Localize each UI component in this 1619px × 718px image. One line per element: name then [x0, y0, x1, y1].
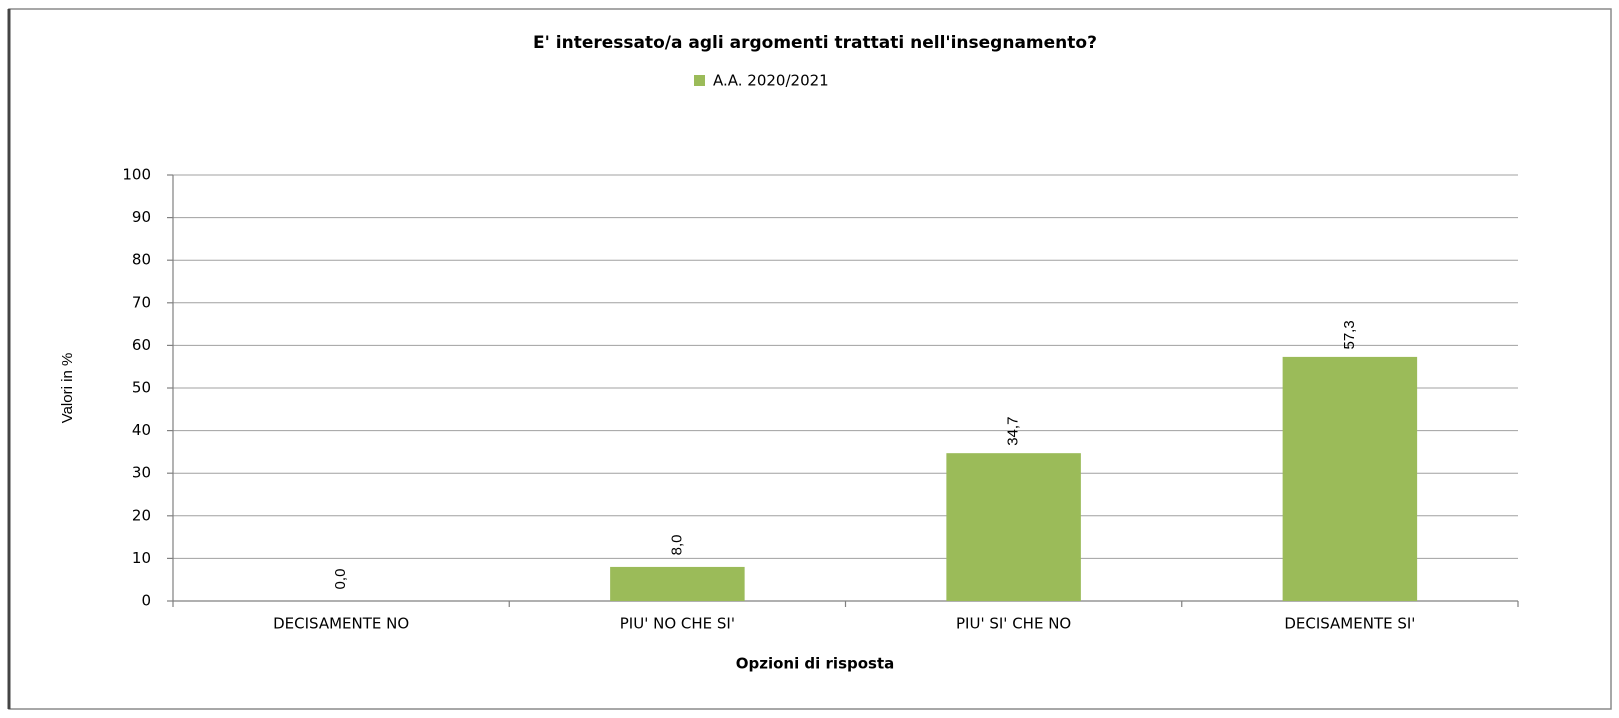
y-tick-label: 10 [132, 549, 151, 567]
bar [946, 453, 1081, 601]
data-label: 0,0 [332, 569, 349, 590]
y-tick-label: 0 [141, 592, 151, 610]
y-tick-label: 100 [122, 166, 151, 184]
bar [1282, 356, 1418, 601]
x-tick-label: PIU' SI' CHE NO [956, 615, 1071, 633]
x-axis-label: Opzioni di risposta [736, 655, 895, 673]
data-label: 34,7 [1005, 417, 1022, 446]
legend-label: A.A. 2020/2021 [713, 72, 829, 90]
y-tick-label: 70 [132, 293, 151, 311]
y-tick-label: 60 [132, 336, 151, 354]
chart-title: E' interessato/a agli argomenti trattati… [533, 33, 1097, 53]
y-tick-label: 30 [132, 464, 151, 482]
x-tick-label: DECISAMENTE SI' [1284, 615, 1415, 633]
data-label: 57,3 [1341, 320, 1358, 349]
y-tick-label: 80 [132, 251, 151, 269]
data-label: 8,0 [668, 534, 685, 555]
y-tick-label: 90 [132, 208, 151, 226]
y-tick-label: 20 [132, 506, 151, 524]
y-tick-label: 50 [132, 379, 151, 397]
x-tick-label: DECISAMENTE NO [273, 615, 409, 633]
y-tick-label: 40 [132, 421, 151, 439]
bar [610, 566, 745, 601]
x-tick-label: PIU' NO CHE SI' [620, 615, 735, 633]
y-axis-label: Valori in % [59, 353, 76, 424]
legend-swatch [694, 75, 705, 86]
